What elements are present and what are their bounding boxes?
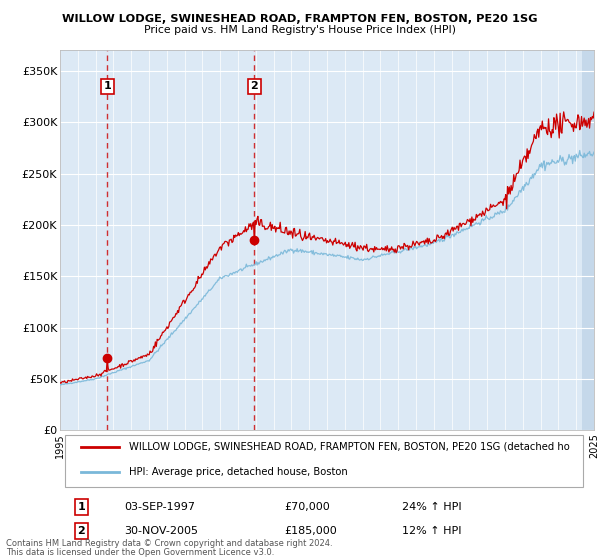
Text: WILLOW LODGE, SWINESHEAD ROAD, FRAMPTON FEN, BOSTON, PE20 1SG (detached ho: WILLOW LODGE, SWINESHEAD ROAD, FRAMPTON … xyxy=(130,442,570,452)
FancyBboxPatch shape xyxy=(65,435,583,487)
Text: 03-SEP-1997: 03-SEP-1997 xyxy=(124,502,195,512)
Bar xyxy=(581,50,594,430)
Text: Contains HM Land Registry data © Crown copyright and database right 2024.: Contains HM Land Registry data © Crown c… xyxy=(6,539,332,548)
Text: £70,000: £70,000 xyxy=(284,502,330,512)
Text: 1: 1 xyxy=(77,502,85,512)
Text: £185,000: £185,000 xyxy=(284,526,337,536)
Text: 2: 2 xyxy=(77,526,85,536)
Text: 24% ↑ HPI: 24% ↑ HPI xyxy=(402,502,461,512)
Text: WILLOW LODGE, SWINESHEAD ROAD, FRAMPTON FEN, BOSTON, PE20 1SG: WILLOW LODGE, SWINESHEAD ROAD, FRAMPTON … xyxy=(62,14,538,24)
Text: HPI: Average price, detached house, Boston: HPI: Average price, detached house, Bost… xyxy=(130,466,348,477)
Text: 12% ↑ HPI: 12% ↑ HPI xyxy=(402,526,461,536)
Text: 2: 2 xyxy=(250,81,258,91)
Text: 30-NOV-2005: 30-NOV-2005 xyxy=(124,526,198,536)
Text: Price paid vs. HM Land Registry's House Price Index (HPI): Price paid vs. HM Land Registry's House … xyxy=(144,25,456,35)
Text: 1: 1 xyxy=(103,81,111,91)
Text: This data is licensed under the Open Government Licence v3.0.: This data is licensed under the Open Gov… xyxy=(6,548,274,557)
